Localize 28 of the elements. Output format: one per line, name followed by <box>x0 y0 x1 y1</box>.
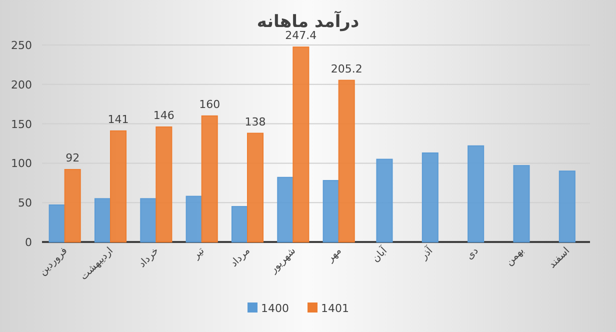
data-label: 138 <box>244 115 266 128</box>
x-tick-label: فروردین <box>37 245 70 278</box>
x-tick-label: آذر <box>416 243 436 263</box>
x-tick-label: بهمن <box>504 246 526 268</box>
y-tick-label: 50 <box>18 196 32 210</box>
data-label: 160 <box>199 98 220 111</box>
x-tick-label: اسفند <box>547 246 572 271</box>
y-tick-label: 100 <box>11 157 32 170</box>
y-tick-label: 150 <box>11 118 32 131</box>
x-tick-label: شهریور <box>268 246 298 276</box>
data-label: 92 <box>66 152 80 165</box>
data-label: 247.4 <box>285 29 317 42</box>
data-label: 146 <box>153 108 174 122</box>
x-tick-label: دی <box>464 246 481 262</box>
y-tick-label: 200 <box>11 78 32 92</box>
x-tick-label: آبان <box>368 243 390 265</box>
y-tick-label: 250 <box>11 39 32 52</box>
chart-title: درآمد ماهانه <box>256 10 360 32</box>
x-tick-label: اردیبهشت <box>78 246 116 282</box>
x-tick-label: مرداد <box>228 246 252 270</box>
x-tick-label: خرداد <box>136 246 162 270</box>
x-tick-label: تیر <box>190 245 207 262</box>
data-label: 141 <box>108 112 129 126</box>
y-tick-label: 0 <box>25 236 32 249</box>
x-tick-label: مهر <box>324 246 344 265</box>
data-label: 205.2 <box>330 62 362 76</box>
legend-label: 1401 <box>321 302 349 315</box>
legend-label: 1400 <box>261 302 289 315</box>
